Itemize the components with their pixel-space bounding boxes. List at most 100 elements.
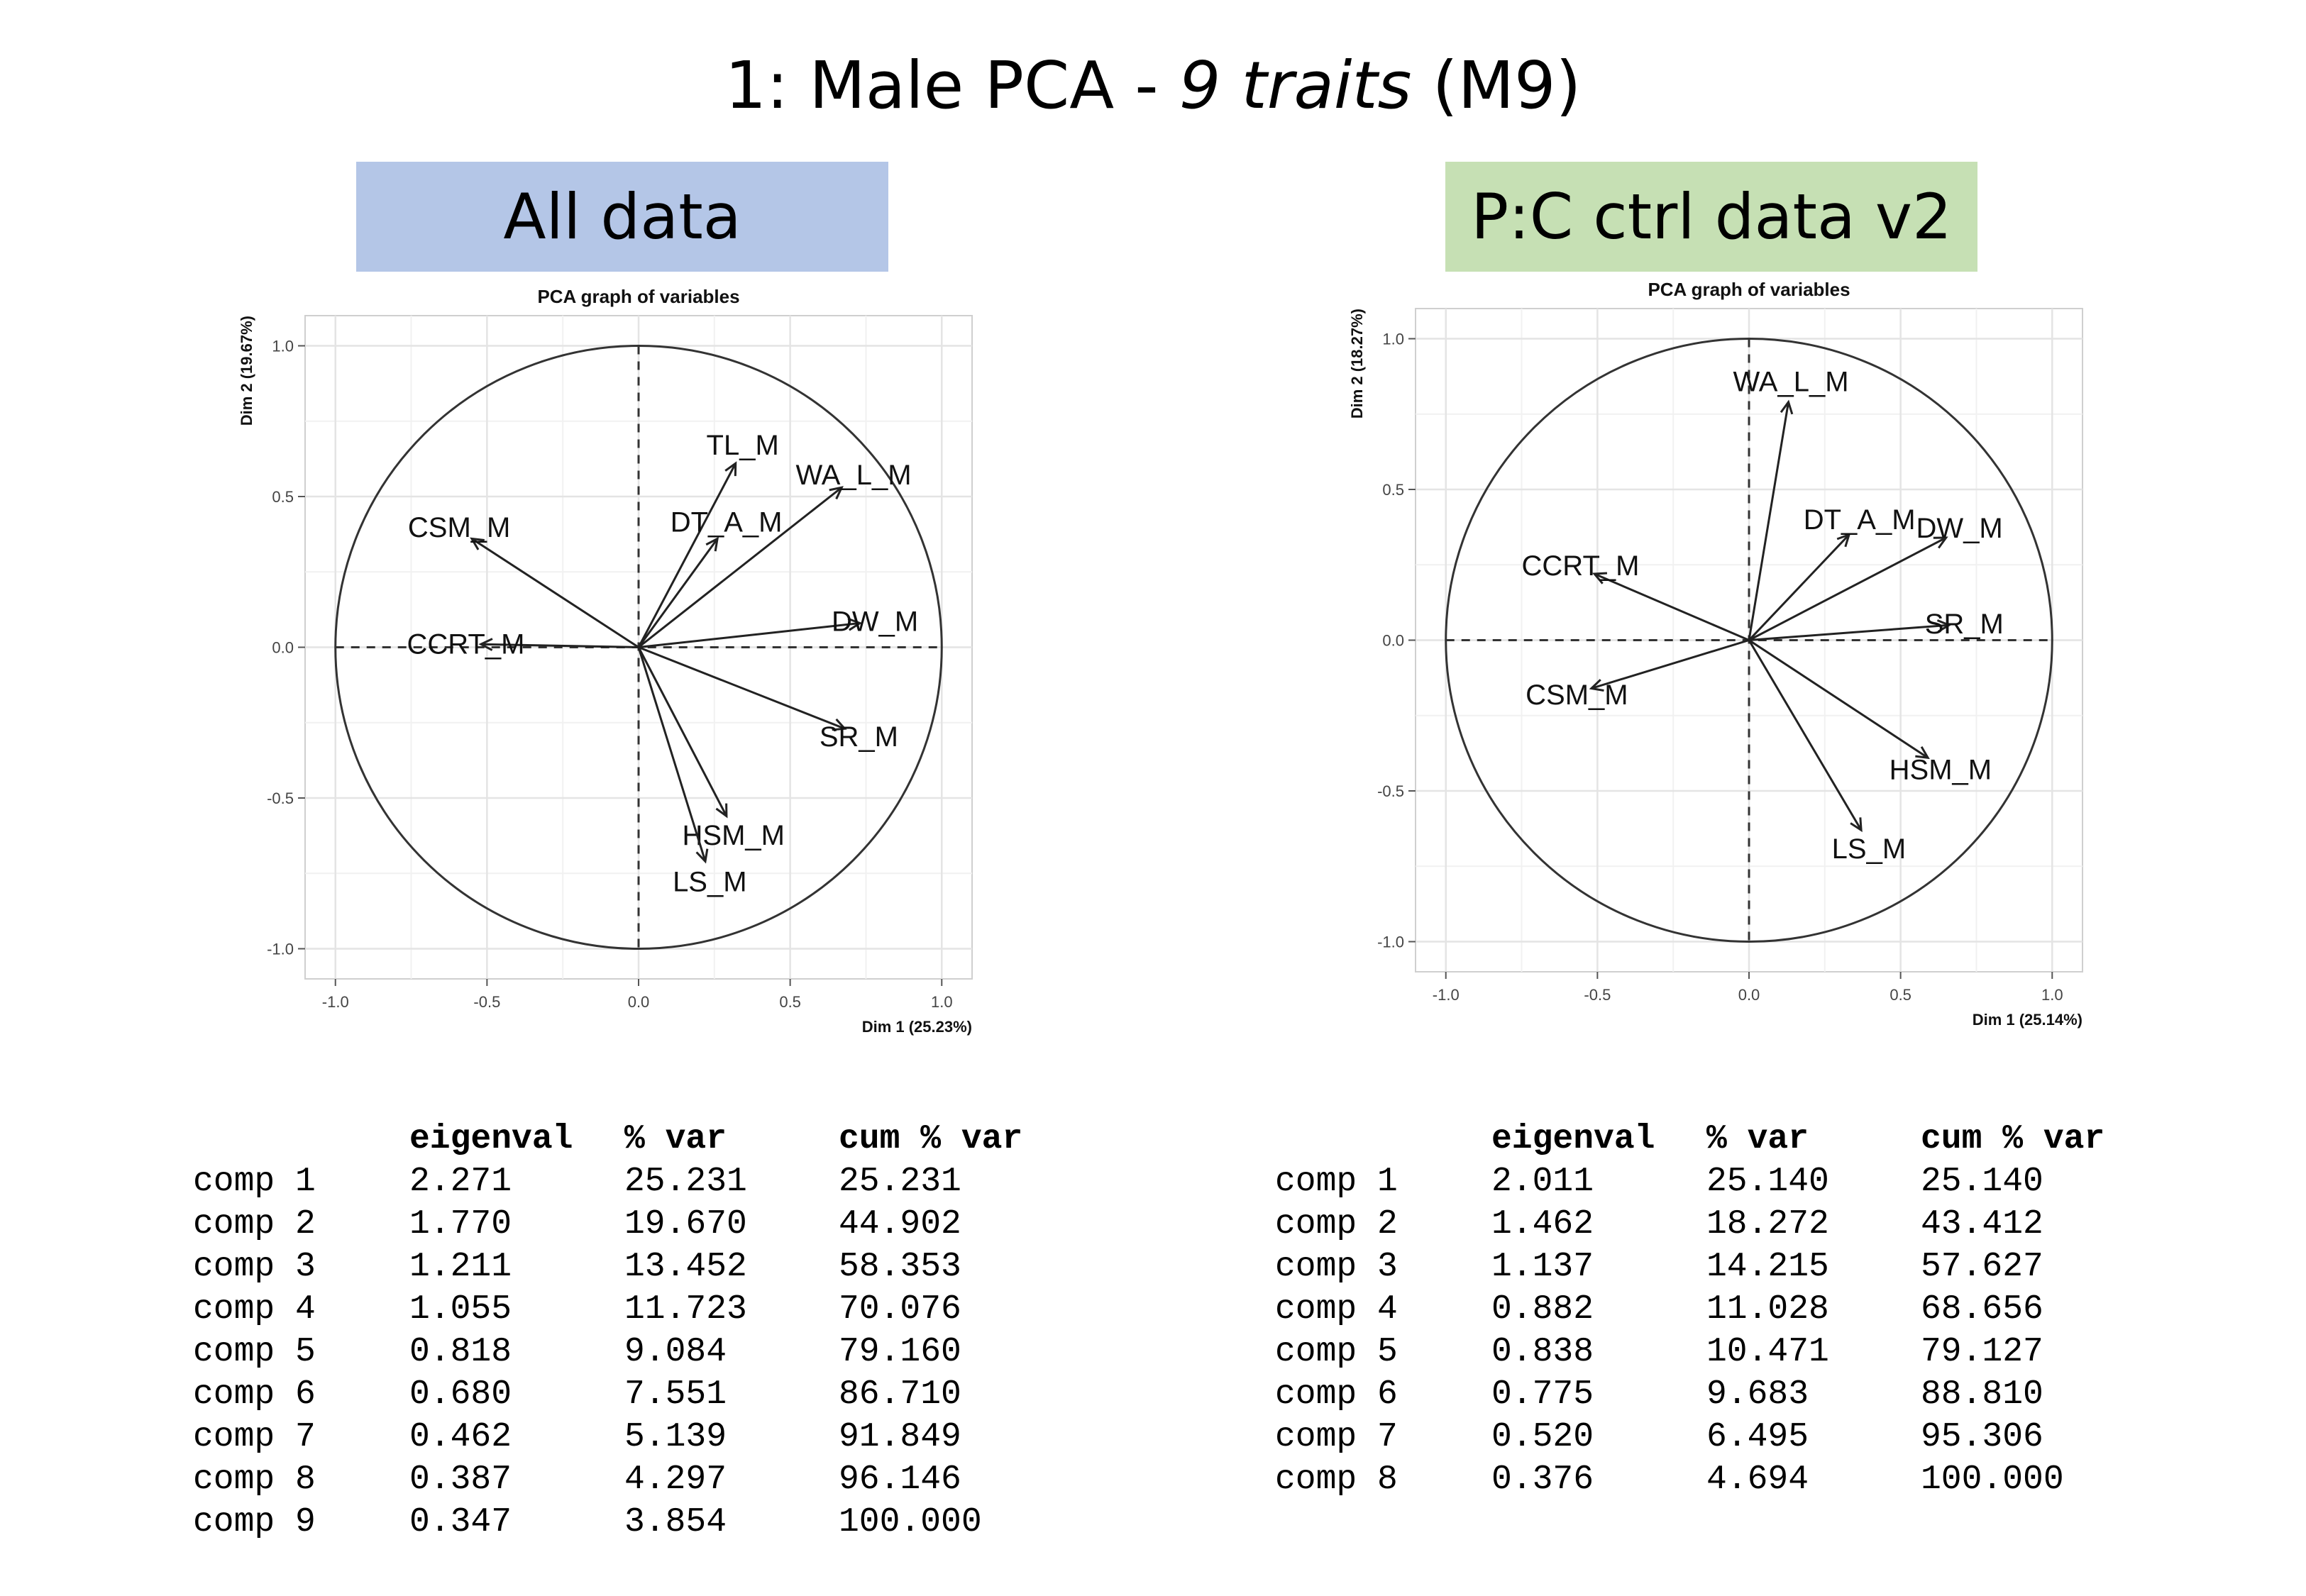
loading-arrow-wa-l-m bbox=[1748, 399, 1794, 641]
variable-label-wa-l-m: WA_L_M bbox=[1733, 366, 1849, 397]
loading-arrow-dt-a-m bbox=[637, 536, 719, 648]
variable-label-dw-m: DW_M bbox=[1916, 513, 2003, 544]
table-row: comp 2 1.462 18.272 43.412 bbox=[1275, 1203, 2197, 1246]
pca-chart-all-data: -1.0 -0.5 0.0 0.5 1.0 -1.0 -0.5 0.0 0.5 1.0 PCA gr… bbox=[238, 286, 973, 1036]
table-row: comp 3 1.137 14.215 57.627 bbox=[1275, 1246, 2197, 1288]
table-cell: comp 8 bbox=[1275, 1461, 1398, 1499]
variable-label-hsm-m: HSM_M bbox=[683, 820, 785, 851]
table-cell: 79.160 bbox=[839, 1333, 961, 1371]
table-cell: comp 3 bbox=[193, 1248, 316, 1286]
y-tick-label: 0.0 bbox=[272, 639, 294, 657]
table-cell: comp 9 bbox=[193, 1503, 316, 1541]
x-tick-label: 0.0 bbox=[628, 993, 650, 1011]
table-header-cell: % var bbox=[1706, 1120, 1809, 1158]
table-row: comp 1 2.011 25.140 25.140 bbox=[1275, 1160, 2197, 1203]
table-cell: comp 2 bbox=[193, 1205, 316, 1243]
chart-title: PCA graph of variables bbox=[537, 286, 739, 307]
variable-label-ls-m: LS_M bbox=[673, 867, 747, 898]
y-tick-label: -1.0 bbox=[267, 941, 294, 958]
loading-arrow-dt-a-m bbox=[1748, 533, 1851, 641]
table-row: comp 8 0.387 4.297 96.146 bbox=[193, 1458, 1115, 1501]
table-header-cell: % var bbox=[624, 1120, 727, 1158]
table-cell: comp 8 bbox=[193, 1461, 316, 1499]
loading-arrow-dw-m bbox=[638, 617, 863, 648]
x-tick-label: -0.5 bbox=[1584, 986, 1611, 1004]
title-prefix: 1: Male PCA - bbox=[724, 48, 1179, 123]
variable-label-ccrt-m: CCRT_M bbox=[1522, 550, 1640, 582]
variable-label-sr-m: SR_M bbox=[820, 721, 898, 753]
x-tick-label: -0.5 bbox=[473, 993, 500, 1011]
loading-arrow-csm-m bbox=[1589, 639, 1750, 692]
table-cell: 19.670 bbox=[624, 1205, 747, 1243]
loading-arrow-ls-m bbox=[637, 647, 709, 864]
table-cell: 25.231 bbox=[624, 1163, 747, 1201]
variable-label-ccrt-m: CCRT_M bbox=[407, 629, 524, 660]
table-cell: 6.495 bbox=[1706, 1418, 1809, 1456]
table-cell: 100.000 bbox=[839, 1503, 982, 1541]
table-cell: comp 5 bbox=[193, 1333, 316, 1371]
x-axis-label: Dim 1 (25.14%) bbox=[1973, 1011, 2082, 1029]
table-cell: 0.462 bbox=[409, 1418, 512, 1456]
y-tick-label: 0.0 bbox=[1382, 632, 1404, 650]
y-tick-label: -0.5 bbox=[1377, 782, 1404, 800]
table-cell: 79.127 bbox=[1921, 1333, 2043, 1371]
table-row: comp 9 0.347 3.854 100.000 bbox=[193, 1501, 1115, 1544]
table-cell: 70.076 bbox=[839, 1290, 961, 1329]
table-cell: 2.271 bbox=[409, 1163, 512, 1201]
table-cell: comp 4 bbox=[1275, 1290, 1398, 1329]
table-cell: 9.683 bbox=[1706, 1375, 1809, 1414]
x-tick-label: 0.0 bbox=[1738, 986, 1760, 1004]
table-cell: 96.146 bbox=[839, 1461, 961, 1499]
table-cell: 0.775 bbox=[1491, 1375, 1594, 1414]
table-cell: comp 7 bbox=[193, 1418, 316, 1456]
table-cell: 3.854 bbox=[624, 1503, 727, 1541]
table-cell: 91.849 bbox=[839, 1418, 961, 1456]
table-cell: 68.656 bbox=[1921, 1290, 2043, 1329]
table-row: comp 2 1.770 19.670 44.902 bbox=[193, 1203, 1115, 1246]
variable-label-sr-m: SR_M bbox=[1925, 609, 2004, 640]
table-cell: 86.710 bbox=[839, 1375, 961, 1414]
loading-arrow-sr-m bbox=[638, 646, 847, 731]
table-cell: 0.818 bbox=[409, 1333, 512, 1371]
table-header-row: eigenval % var cum % var bbox=[193, 1118, 1115, 1160]
table-cell: 25.140 bbox=[1921, 1163, 2043, 1201]
y-tick-label: 1.0 bbox=[272, 338, 294, 355]
pca-chart-pc-ctrl: -1.0 -0.5 0.0 0.5 1.0 -1.0 -0.5 0.0 0.5 1.0 PCA gr… bbox=[1348, 279, 2083, 1029]
table-row: comp 6 0.775 9.683 88.810 bbox=[1275, 1373, 2197, 1416]
table-cell: 4.297 bbox=[624, 1461, 727, 1499]
eigenvalue-table-all-data: eigenval % var cum % var comp 1 2.271 25.231 2… bbox=[193, 1118, 1115, 1544]
table-header-row: eigenval % var cum % var bbox=[1275, 1118, 2197, 1160]
variable-label-csm-m: CSM_M bbox=[1526, 680, 1628, 711]
table-cell: 1.462 bbox=[1491, 1205, 1594, 1243]
table-cell: 1.211 bbox=[409, 1248, 512, 1286]
variable-label-dw-m: DW_M bbox=[832, 606, 918, 637]
table-cell: 0.882 bbox=[1491, 1290, 1594, 1329]
x-tick-label: -1.0 bbox=[322, 993, 349, 1011]
table-cell: comp 6 bbox=[1275, 1375, 1398, 1414]
table-cell: 4.694 bbox=[1706, 1461, 1809, 1499]
table-cell: comp 6 bbox=[193, 1375, 316, 1414]
table-row: comp 5 0.818 9.084 79.160 bbox=[193, 1331, 1115, 1373]
loading-arrow-hsm-m bbox=[1748, 639, 1930, 760]
loading-arrow-ls-m bbox=[1748, 639, 1863, 833]
table-cell: 0.680 bbox=[409, 1375, 512, 1414]
y-axis-label: Dim 2 (19.67%) bbox=[238, 316, 255, 426]
table-cell: 100.000 bbox=[1921, 1461, 2064, 1499]
table-header-cell: cum % var bbox=[839, 1120, 1023, 1158]
table-row: comp 8 0.376 4.694 100.000 bbox=[1275, 1458, 2197, 1501]
table-cell: 57.627 bbox=[1921, 1248, 2043, 1286]
table-cell: 0.376 bbox=[1491, 1461, 1594, 1499]
table-row: comp 5 0.838 10.471 79.127 bbox=[1275, 1331, 2197, 1373]
table-cell: 0.347 bbox=[409, 1503, 512, 1541]
table-cell: comp 7 bbox=[1275, 1418, 1398, 1456]
table-cell: 25.231 bbox=[839, 1163, 961, 1201]
variable-label-csm-m: CSM_M bbox=[408, 512, 510, 543]
variable-label-dt-a-m: DT_A_M bbox=[1804, 504, 1916, 536]
table-cell: 1.137 bbox=[1491, 1248, 1594, 1286]
variable-label-ls-m: LS_M bbox=[1832, 833, 1907, 865]
table-row: comp 7 0.462 5.139 91.849 bbox=[193, 1416, 1115, 1458]
x-tick-label: 1.0 bbox=[931, 993, 953, 1011]
table-cell: 13.452 bbox=[624, 1248, 747, 1286]
y-tick-label: -1.0 bbox=[1377, 933, 1404, 951]
variable-label-hsm-m: HSM_M bbox=[1890, 755, 1992, 786]
